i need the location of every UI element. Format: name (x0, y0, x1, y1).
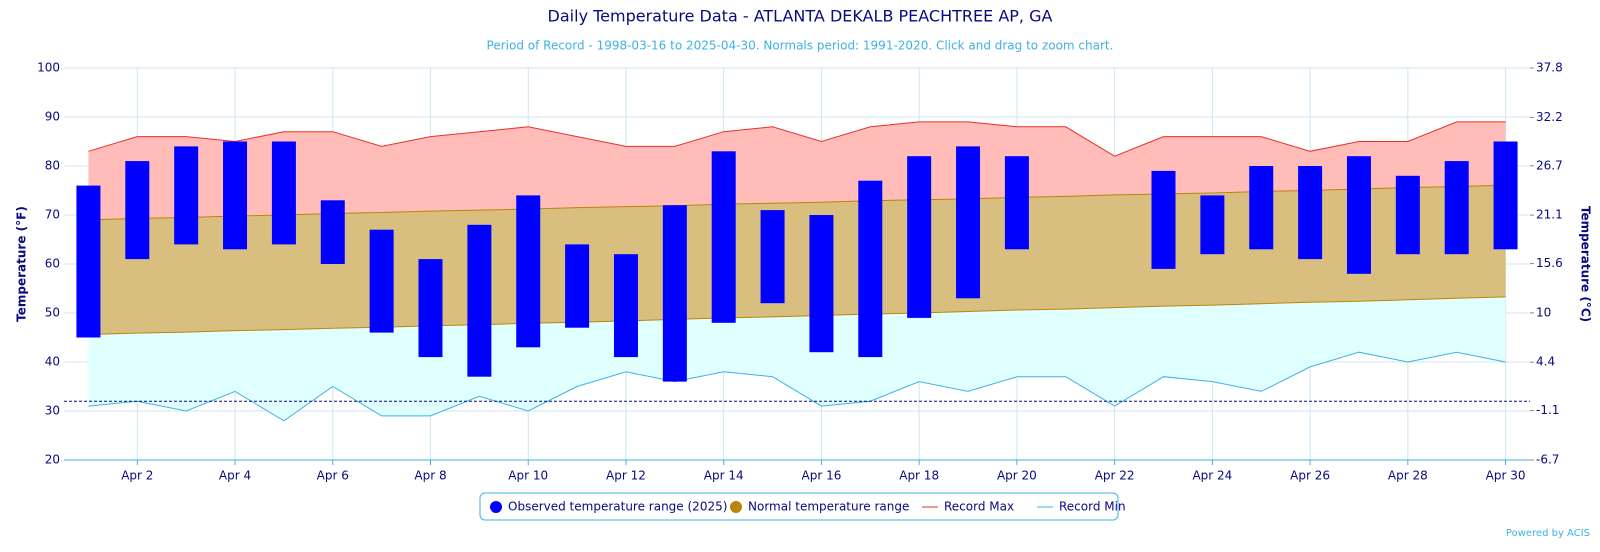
x-tick-label: Apr 4 (219, 469, 251, 483)
normal-area (88, 185, 1506, 335)
legend-label: Record Max (944, 500, 1014, 514)
y-tick-label: 90 (45, 110, 60, 124)
x-tick-label: Apr 28 (1388, 469, 1428, 483)
y2-axis-title: Temperature (°C) (1579, 206, 1593, 322)
y-tick-label: 100 (37, 61, 60, 75)
observed-bar (125, 161, 150, 260)
chart-title: Daily Temperature Data - ATLANTA DEKALB … (548, 7, 1053, 26)
y-tick-label: 40 (45, 355, 60, 369)
observed-bar (1298, 166, 1323, 260)
observed-bar (369, 229, 394, 333)
x-tick-label: Apr 18 (899, 469, 939, 483)
y2-tick-label: 10 (1536, 305, 1551, 319)
observed-bar (907, 156, 932, 318)
x-tick-label: Apr 26 (1290, 469, 1330, 483)
x-tick-label: Apr 30 (1486, 469, 1526, 483)
record-min-area (88, 296, 1506, 421)
observed-bar (271, 141, 296, 245)
record-max-line (88, 121, 1506, 157)
observed-bar (760, 210, 785, 304)
observed-bar (1249, 166, 1274, 250)
observed-bar (858, 180, 883, 358)
legend-label: Normal temperature range (748, 500, 909, 514)
x-tick-label: Apr 12 (606, 469, 646, 483)
observed-bar (565, 244, 590, 328)
x-tick-label: Apr 24 (1192, 469, 1232, 483)
legend-label: Observed temperature range (2025) (508, 500, 727, 514)
observed-bar (956, 146, 981, 299)
x-tick-label: Apr 22 (1095, 469, 1135, 483)
observed-bar (711, 151, 736, 323)
normal-low-line (88, 296, 1506, 336)
observed-bar (467, 224, 492, 377)
observed-bar (1151, 170, 1176, 269)
observed-bar (809, 215, 834, 353)
x-tick-label: Apr 8 (414, 469, 446, 483)
y-tick-label: 80 (45, 159, 60, 173)
observed-bar (1395, 175, 1420, 255)
observed-bar (516, 195, 541, 348)
observed-bar (320, 200, 345, 264)
y-tick-label: 60 (45, 257, 60, 271)
observed-bar (223, 141, 248, 250)
x-tick-label: Apr 16 (802, 469, 842, 483)
observed-bar (613, 254, 638, 358)
y2-tick-label: -1.1 (1536, 403, 1559, 417)
x-tick-label: Apr 20 (997, 469, 1037, 483)
observed-bar (1200, 195, 1225, 255)
y2-tick-label: 26.7 (1536, 158, 1563, 172)
legend-label: Record Min (1059, 500, 1126, 514)
legend-symbol (730, 501, 742, 513)
y2-tick-label: -6.7 (1536, 453, 1559, 467)
legend-symbol (490, 501, 502, 513)
y-tick-label: 50 (45, 306, 60, 320)
y2-tick-label: 15.6 (1536, 256, 1563, 270)
y2-tick-label: 37.8 (1536, 61, 1563, 75)
y-tick-label: 70 (45, 208, 60, 222)
x-tick-label: Apr 2 (121, 469, 153, 483)
observed-bar (418, 259, 443, 358)
observed-bar (1493, 141, 1518, 250)
chart-subtitle: Period of Record - 1998-03-16 to 2025-04… (487, 39, 1114, 53)
observed-bar (1004, 156, 1029, 250)
y-axis-title: Temperature (°F) (15, 206, 29, 322)
y-tick-label: 20 (45, 453, 60, 467)
x-tick-label: Apr 10 (508, 469, 548, 483)
observed-bar (1444, 161, 1469, 255)
x-tick-label: Apr 14 (704, 469, 744, 483)
observed-bar (174, 146, 199, 245)
y-tick-label: 30 (45, 404, 60, 418)
y2-tick-label: 4.4 (1536, 355, 1555, 369)
record-max-area (88, 121, 1506, 220)
x-tick-label: Apr 6 (317, 469, 349, 483)
observed-bar (662, 205, 687, 382)
observed-bar (1346, 156, 1371, 274)
credit: Powered by ACIS (1506, 528, 1590, 539)
y2-tick-label: 32.2 (1536, 110, 1563, 124)
legend-box (479, 492, 1119, 521)
record-min-line (88, 351, 1506, 422)
y2-tick-label: 21.1 (1536, 208, 1563, 222)
observed-bar (76, 185, 101, 338)
